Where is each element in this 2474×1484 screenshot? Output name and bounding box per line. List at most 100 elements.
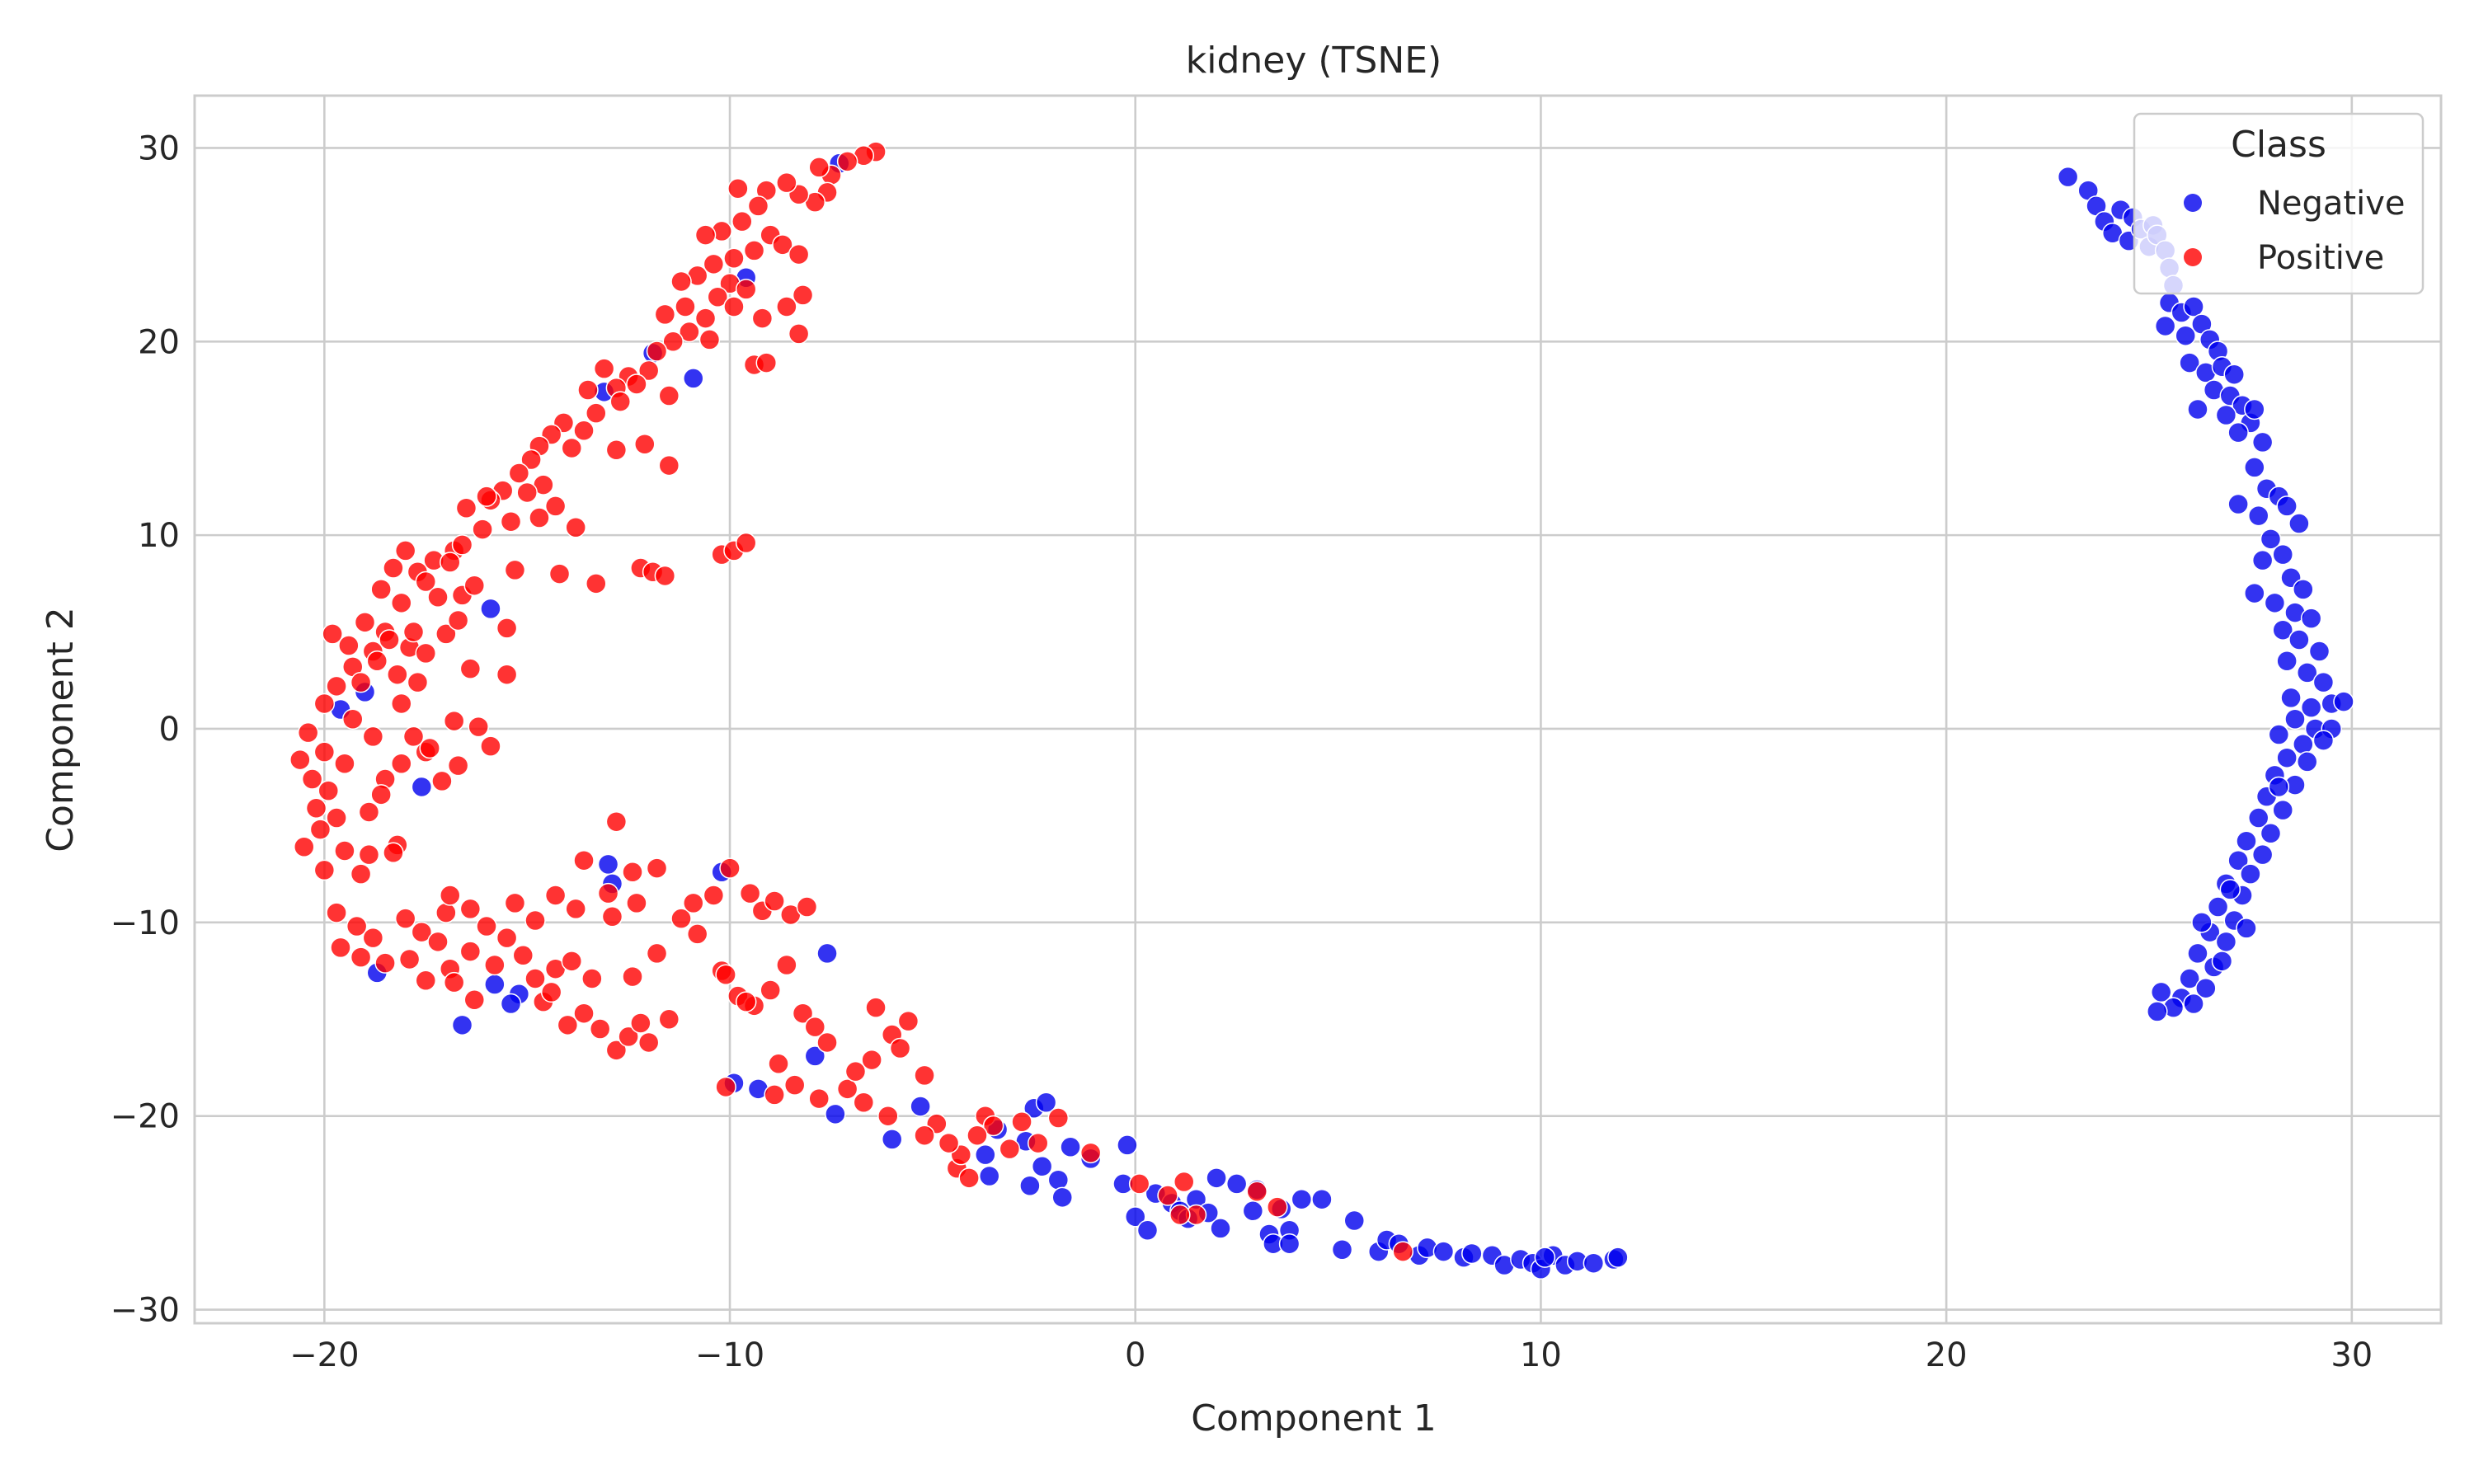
point-positive	[565, 516, 586, 538]
point-negative	[2187, 398, 2208, 420]
point-negative	[484, 974, 506, 995]
points-layer	[289, 141, 2354, 1280]
point-positive	[326, 902, 347, 923]
point-negative	[2195, 977, 2217, 999]
point-positive	[897, 1010, 920, 1032]
point-negative	[2207, 896, 2229, 918]
point-negative	[1051, 1186, 1073, 1209]
point-positive	[496, 618, 518, 639]
point-positive	[694, 308, 717, 329]
point-negative	[2179, 352, 2200, 373]
point-positive	[561, 951, 583, 972]
point-positive	[362, 726, 384, 748]
point-positive	[358, 801, 380, 823]
point-negative	[1534, 1247, 1556, 1268]
y-tick-label: 10	[138, 517, 180, 555]
point-positive	[605, 1040, 628, 1061]
point-positive	[451, 534, 473, 556]
point-positive	[723, 296, 745, 317]
x-tick-label: 30	[2331, 1336, 2373, 1374]
point-negative	[2236, 918, 2257, 939]
point-positive	[703, 885, 725, 906]
point-positive	[865, 997, 887, 1018]
point-positive	[309, 819, 332, 840]
point-negative	[1242, 1200, 1264, 1222]
point-negative	[2251, 843, 2274, 866]
point-positive	[415, 571, 437, 593]
point-positive	[877, 1105, 899, 1127]
point-negative	[2227, 421, 2249, 444]
point-positive	[581, 968, 603, 989]
point-positive	[289, 749, 311, 771]
point-negative	[2247, 807, 2269, 829]
point-positive	[516, 481, 538, 504]
point-negative	[1019, 1175, 1041, 1197]
point-positive	[755, 352, 778, 373]
point-positive	[402, 621, 425, 643]
point-negative	[2272, 799, 2293, 821]
point-negative	[804, 1045, 826, 1067]
point-positive	[1267, 1196, 1288, 1218]
point-positive	[1157, 1185, 1178, 1206]
point-positive	[573, 1003, 595, 1024]
point-positive	[573, 849, 595, 871]
point-negative	[2288, 513, 2310, 534]
point-negative	[2179, 968, 2200, 989]
point-positive	[415, 642, 437, 665]
point-negative	[2244, 582, 2265, 604]
point-negative	[2183, 993, 2204, 1015]
point-positive	[743, 240, 765, 261]
point-positive	[440, 885, 461, 906]
plot-frame	[193, 94, 2443, 1325]
point-positive	[524, 909, 546, 932]
point-positive	[313, 859, 336, 881]
point-positive	[322, 623, 343, 645]
point-positive	[792, 1003, 814, 1024]
point-negative	[1136, 1219, 1159, 1242]
point-negative	[825, 1103, 846, 1125]
x-tick-label: 10	[1520, 1336, 1562, 1374]
point-negative	[2276, 650, 2298, 672]
point-positive	[358, 843, 380, 866]
point-positive	[391, 693, 412, 715]
point-negative	[881, 1129, 903, 1150]
point-positive	[792, 284, 814, 306]
point-positive	[739, 882, 761, 904]
point-positive	[326, 807, 347, 829]
point-negative	[2175, 325, 2196, 346]
point-positive	[637, 1031, 660, 1054]
point-negative	[1432, 1241, 1455, 1262]
point-positive	[1173, 1171, 1195, 1193]
point-positive	[1246, 1181, 1268, 1203]
point-negative	[2293, 734, 2314, 755]
x-tick-label: −20	[289, 1336, 359, 1374]
point-positive	[500, 510, 522, 533]
point-positive	[394, 908, 416, 929]
point-negative	[2154, 315, 2176, 337]
point-positive	[317, 780, 340, 801]
point-positive	[443, 710, 465, 732]
point-negative	[978, 1165, 1000, 1187]
point-negative	[2215, 931, 2237, 953]
point-positive	[707, 286, 729, 308]
point-positive	[334, 840, 355, 862]
legend-label-negative: Negative	[2257, 185, 2406, 223]
point-positive	[463, 575, 486, 596]
point-positive	[383, 557, 404, 579]
point-positive	[719, 857, 741, 879]
point-positive	[496, 664, 518, 685]
point-positive	[427, 586, 449, 608]
point-positive	[764, 1084, 785, 1106]
point-positive	[586, 402, 607, 424]
point-positive	[383, 842, 404, 864]
point-positive	[411, 921, 433, 943]
point-positive	[1392, 1241, 1414, 1262]
point-positive	[297, 721, 319, 744]
point-negative	[2191, 912, 2213, 933]
point-negative	[1031, 1156, 1053, 1177]
point-positive	[431, 770, 453, 792]
point-positive	[350, 946, 372, 968]
point-positive	[520, 448, 542, 471]
